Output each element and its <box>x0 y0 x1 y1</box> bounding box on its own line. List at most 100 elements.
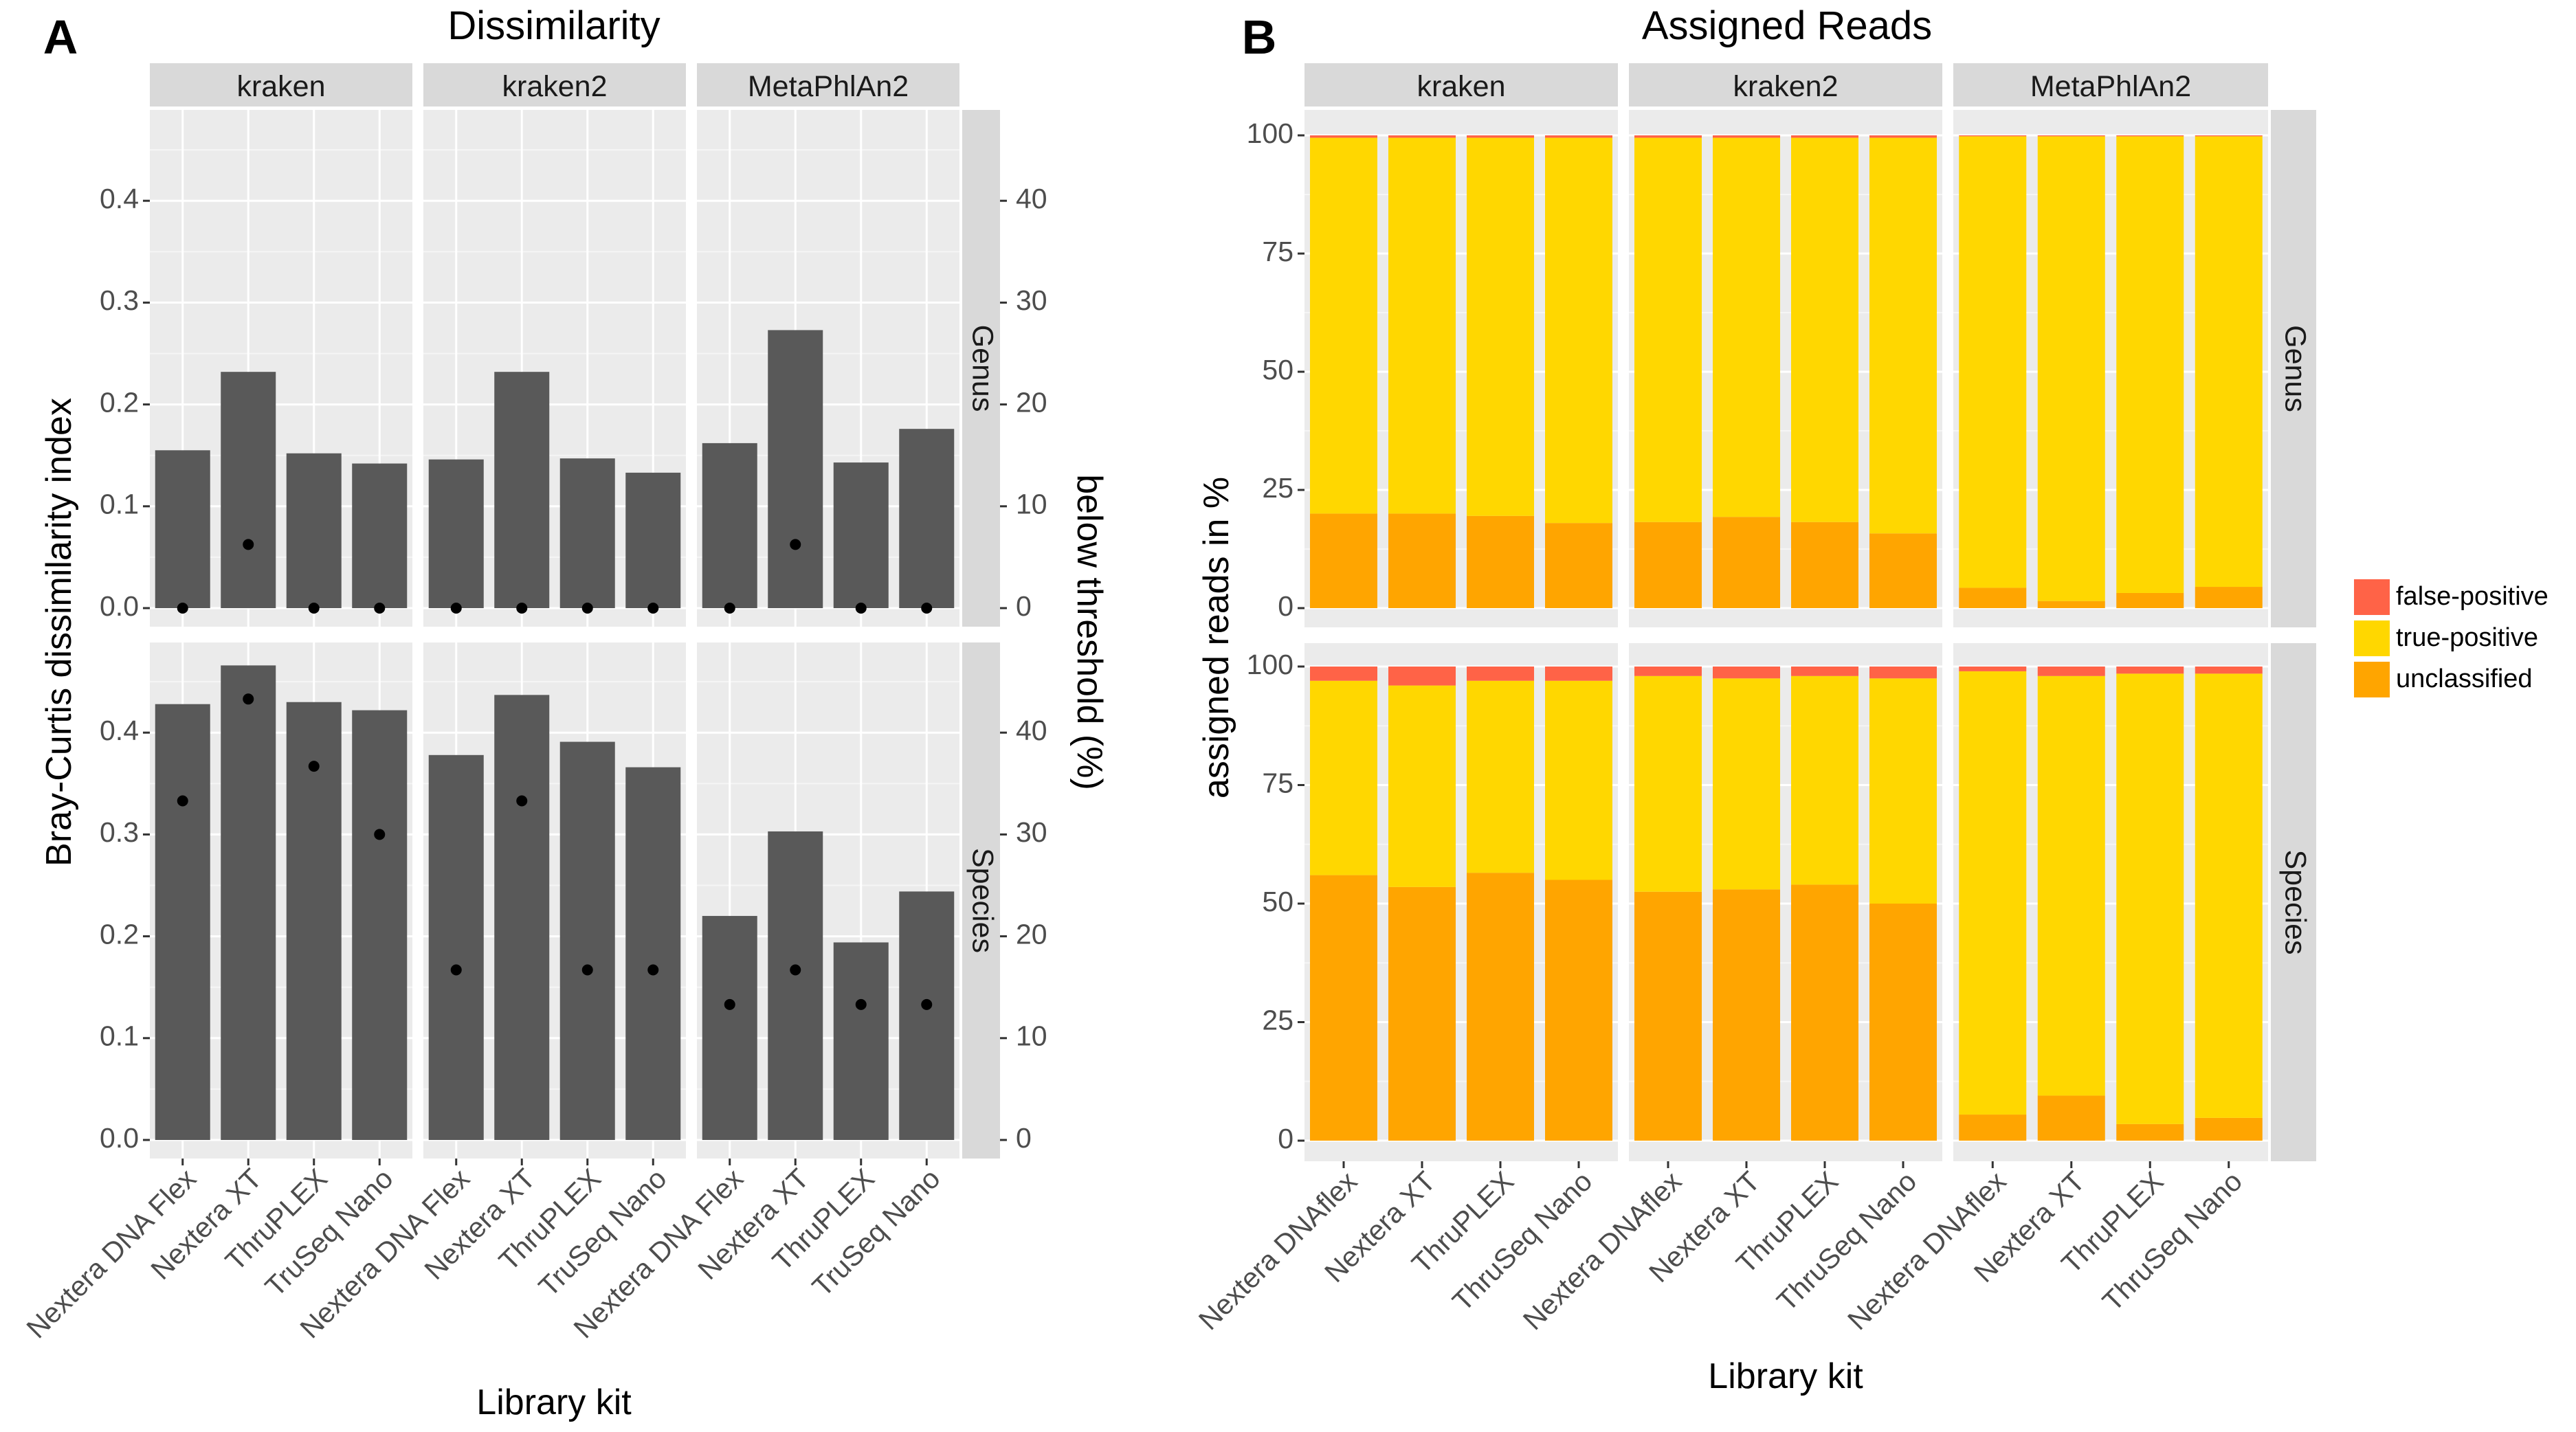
panel-b-bar-species-kraken-nextera-xt-false-positive <box>1388 667 1456 686</box>
panel-a-facet-species-kraken <box>150 642 412 1159</box>
panel-b-bar-species-kraken-thruplex-false-positive <box>1467 667 1534 681</box>
panel-b-bar-species-metaphlan2-nextera-dnaflex-false-positive <box>1959 667 2027 671</box>
panel-b-strip-genus <box>2271 110 2316 627</box>
panel-a-point-species-metaphlan2-truseq-nano <box>921 998 933 1010</box>
panel-a-title: Dissimilarity <box>447 3 660 48</box>
panel-b-bar-species-kraken-thruplex-unclassified <box>1467 873 1534 1141</box>
panel-b-letter: B <box>1242 10 1277 64</box>
panel-a-point-species-kraken-nextera-xt <box>243 693 254 705</box>
panel-a-strip-label-kraken2: kraken2 <box>502 70 608 103</box>
legend-key-true-positive <box>2354 620 2390 656</box>
panel-b-bar-genus-kraken-thruseq-nano-false-positive <box>1545 135 1612 138</box>
panel-b-facet-species-metaphlan2 <box>1953 643 2268 1161</box>
panel-a-ytick-label: 0.3 <box>100 284 139 316</box>
panel-b-bar-species-kraken-thruplex-true-positive <box>1467 680 1534 873</box>
panel-b-bar-species-kraken2-thruseq-nano-true-positive <box>1869 678 1937 904</box>
legend-label-true-positive: true-positive <box>2396 623 2538 652</box>
panel-a-point-genus-metaphlan2-thruplex <box>855 603 867 614</box>
panel-a-x-axis-title: Library kit <box>476 1383 632 1422</box>
panel-a-facet-genus-kraken2 <box>423 110 686 627</box>
panel-b-bar-genus-kraken2-thruseq-nano-true-positive <box>1869 137 1937 534</box>
panel-a-point-species-kraken2-nextera-dna-flex <box>450 964 462 976</box>
panel-b-bar-genus-kraken2-nextera-dnaflex-false-positive <box>1634 135 1702 138</box>
panel-b-bar-genus-metaphlan2-nextera-dnaflex-unclassified <box>1959 588 2027 608</box>
panel-a-point-species-metaphlan2-thruplex <box>855 998 867 1010</box>
panel-b-xtick-label: ThruSeq Nano <box>2096 1165 2248 1317</box>
panel-a-strip-species <box>962 642 1000 1159</box>
panel-a-point-species-kraken-nextera-dna-flex <box>177 795 188 807</box>
panel-b-bar-species-metaphlan2-nextera-xt-false-positive <box>2037 667 2105 676</box>
panel-a-bar-genus-metaphlan2-nextera-dna-flex <box>702 443 757 608</box>
legend-key-unclassified <box>2354 662 2390 697</box>
legend-label-false-positive: false-positive <box>2396 582 2549 611</box>
panel-a-point-species-kraken-truseq-nano <box>374 829 386 840</box>
panel-b-facet-species-kraken <box>1304 643 1618 1161</box>
panel-a-ytick-label: 0.2 <box>100 918 139 950</box>
panel-b-bar-species-kraken-nextera-dnaflex-true-positive <box>1310 680 1377 875</box>
panel-a-bar-species-kraken2-thruplex <box>559 741 615 1140</box>
panel-a-facet-genus-metaphlan2 <box>697 110 959 627</box>
panel-b-strip-label-species: Species <box>2279 850 2312 955</box>
panel-a-bar-genus-metaphlan2-nextera-xt <box>768 330 823 608</box>
panel-a-bar-species-kraken2-nextera-dna-flex <box>428 754 484 1140</box>
panel-a-point-genus-kraken-nextera-dna-flex <box>177 603 188 614</box>
panel-a-bar-species-kraken2-truseq-nano <box>625 767 681 1140</box>
panel-a-strip-kraken <box>150 63 412 107</box>
panel-a-bar-species-metaphlan2-truseq-nano <box>899 891 955 1140</box>
panel-a-bar-genus-kraken-nextera-dna-flex <box>155 450 210 608</box>
panel-a-y2tick-label: 20 <box>1016 918 1047 950</box>
panel-b-bar-genus-metaphlan2-nextera-xt-false-positive <box>2037 135 2105 137</box>
panel-b-bar-species-kraken2-thruseq-nano-unclassified <box>1869 904 1937 1141</box>
panel-b-strip-kraken <box>1304 63 1618 107</box>
panel-b-bar-species-kraken2-nextera-dnaflex-false-positive <box>1634 667 1702 676</box>
panel-b-bar-species-kraken2-nextera-xt-true-positive <box>1713 678 1780 890</box>
panel-b-bar-species-kraken-nextera-xt-true-positive <box>1388 685 1456 887</box>
panel-a-y2tick-label: 40 <box>1016 715 1047 746</box>
panel-b-bar-species-kraken2-thruplex-true-positive <box>1791 675 1858 885</box>
panel-b-facet-genus-metaphlan2 <box>1953 110 2268 627</box>
panel-a-bar-genus-kraken2-truseq-nano <box>625 472 681 608</box>
panel-a-bar-species-metaphlan2-nextera-dna-flex <box>702 915 757 1140</box>
panel-a-bar-genus-kraken2-nextera-xt <box>494 372 550 608</box>
panel-a-y2tick-label: 0 <box>1016 590 1032 622</box>
panel-a-bar-species-kraken-nextera-xt <box>221 665 276 1140</box>
panel-a-point-species-metaphlan2-nextera-xt <box>790 964 801 976</box>
panel-b-ytick-label: 100 <box>1247 118 1293 149</box>
panel-a-bar-genus-kraken-thruplex <box>286 453 342 608</box>
panel-b-bar-species-kraken-nextera-dnaflex-unclassified <box>1310 875 1377 1141</box>
panel-a-bar-genus-metaphlan2-thruplex <box>833 462 889 608</box>
panel-a-point-genus-kraken-thruplex <box>308 603 320 614</box>
panel-b-strip-label-genus: Genus <box>2279 325 2312 412</box>
panel-a-point-species-kraken2-truseq-nano <box>647 964 659 976</box>
panel-b-bar-genus-metaphlan2-thruseq-nano-false-positive <box>2195 135 2263 137</box>
panel-b-bar-genus-kraken2-thruseq-nano-unclassified <box>1869 533 1937 608</box>
panel-a-bar-genus-metaphlan2-truseq-nano <box>899 429 955 608</box>
panel-b-bar-genus-kraken2-thruseq-nano-false-positive <box>1869 135 1937 138</box>
panel-a-point-genus-metaphlan2-truseq-nano <box>921 603 933 614</box>
panel-b-bar-genus-kraken2-thruplex-unclassified <box>1791 522 1858 608</box>
panel-b-bar-genus-kraken-nextera-xt-true-positive <box>1388 137 1456 514</box>
panel-b-bar-species-kraken2-thruseq-nano-false-positive <box>1869 667 1937 679</box>
panel-b-bar-genus-kraken-nextera-xt-false-positive <box>1388 135 1456 138</box>
panel-a-strip-metaphlan2 <box>697 63 959 107</box>
panel-b-bar-species-kraken2-nextera-xt-false-positive <box>1713 667 1780 679</box>
panel-b-ytick-label: 100 <box>1247 649 1293 680</box>
panel-a-ytick-label: 0.3 <box>100 816 139 848</box>
panel-a-y2tick-label: 30 <box>1016 284 1047 316</box>
panel-a-point-genus-metaphlan2-nextera-dna-flex <box>724 603 735 614</box>
panel-b-bar-genus-kraken-thruplex-true-positive <box>1467 137 1534 516</box>
panel-b-bar-genus-metaphlan2-thruplex-true-positive <box>2116 136 2184 593</box>
panel-a-point-genus-kraken2-thruplex <box>581 603 593 614</box>
panel-b-ytick-label: 25 <box>1262 1004 1293 1036</box>
panel-b-ytick-label: 75 <box>1262 236 1293 267</box>
panel-b-bar-genus-metaphlan2-thruseq-nano-true-positive <box>2195 136 2263 588</box>
panel-a-point-species-kraken2-nextera-xt <box>516 795 528 807</box>
panel-a-point-species-metaphlan2-nextera-dna-flex <box>724 998 735 1010</box>
panel-b-bar-species-kraken2-thruplex-unclassified <box>1791 884 1858 1141</box>
panel-b-bar-genus-kraken2-thruplex-false-positive <box>1791 135 1858 138</box>
panel-a-facet-species-kraken2 <box>423 642 686 1159</box>
panel-a-point-genus-kraken-truseq-nano <box>374 603 386 614</box>
panel-b-bar-genus-kraken-thruseq-nano-true-positive <box>1545 137 1612 524</box>
panel-b-bar-species-metaphlan2-nextera-xt-unclassified <box>2037 1095 2105 1141</box>
